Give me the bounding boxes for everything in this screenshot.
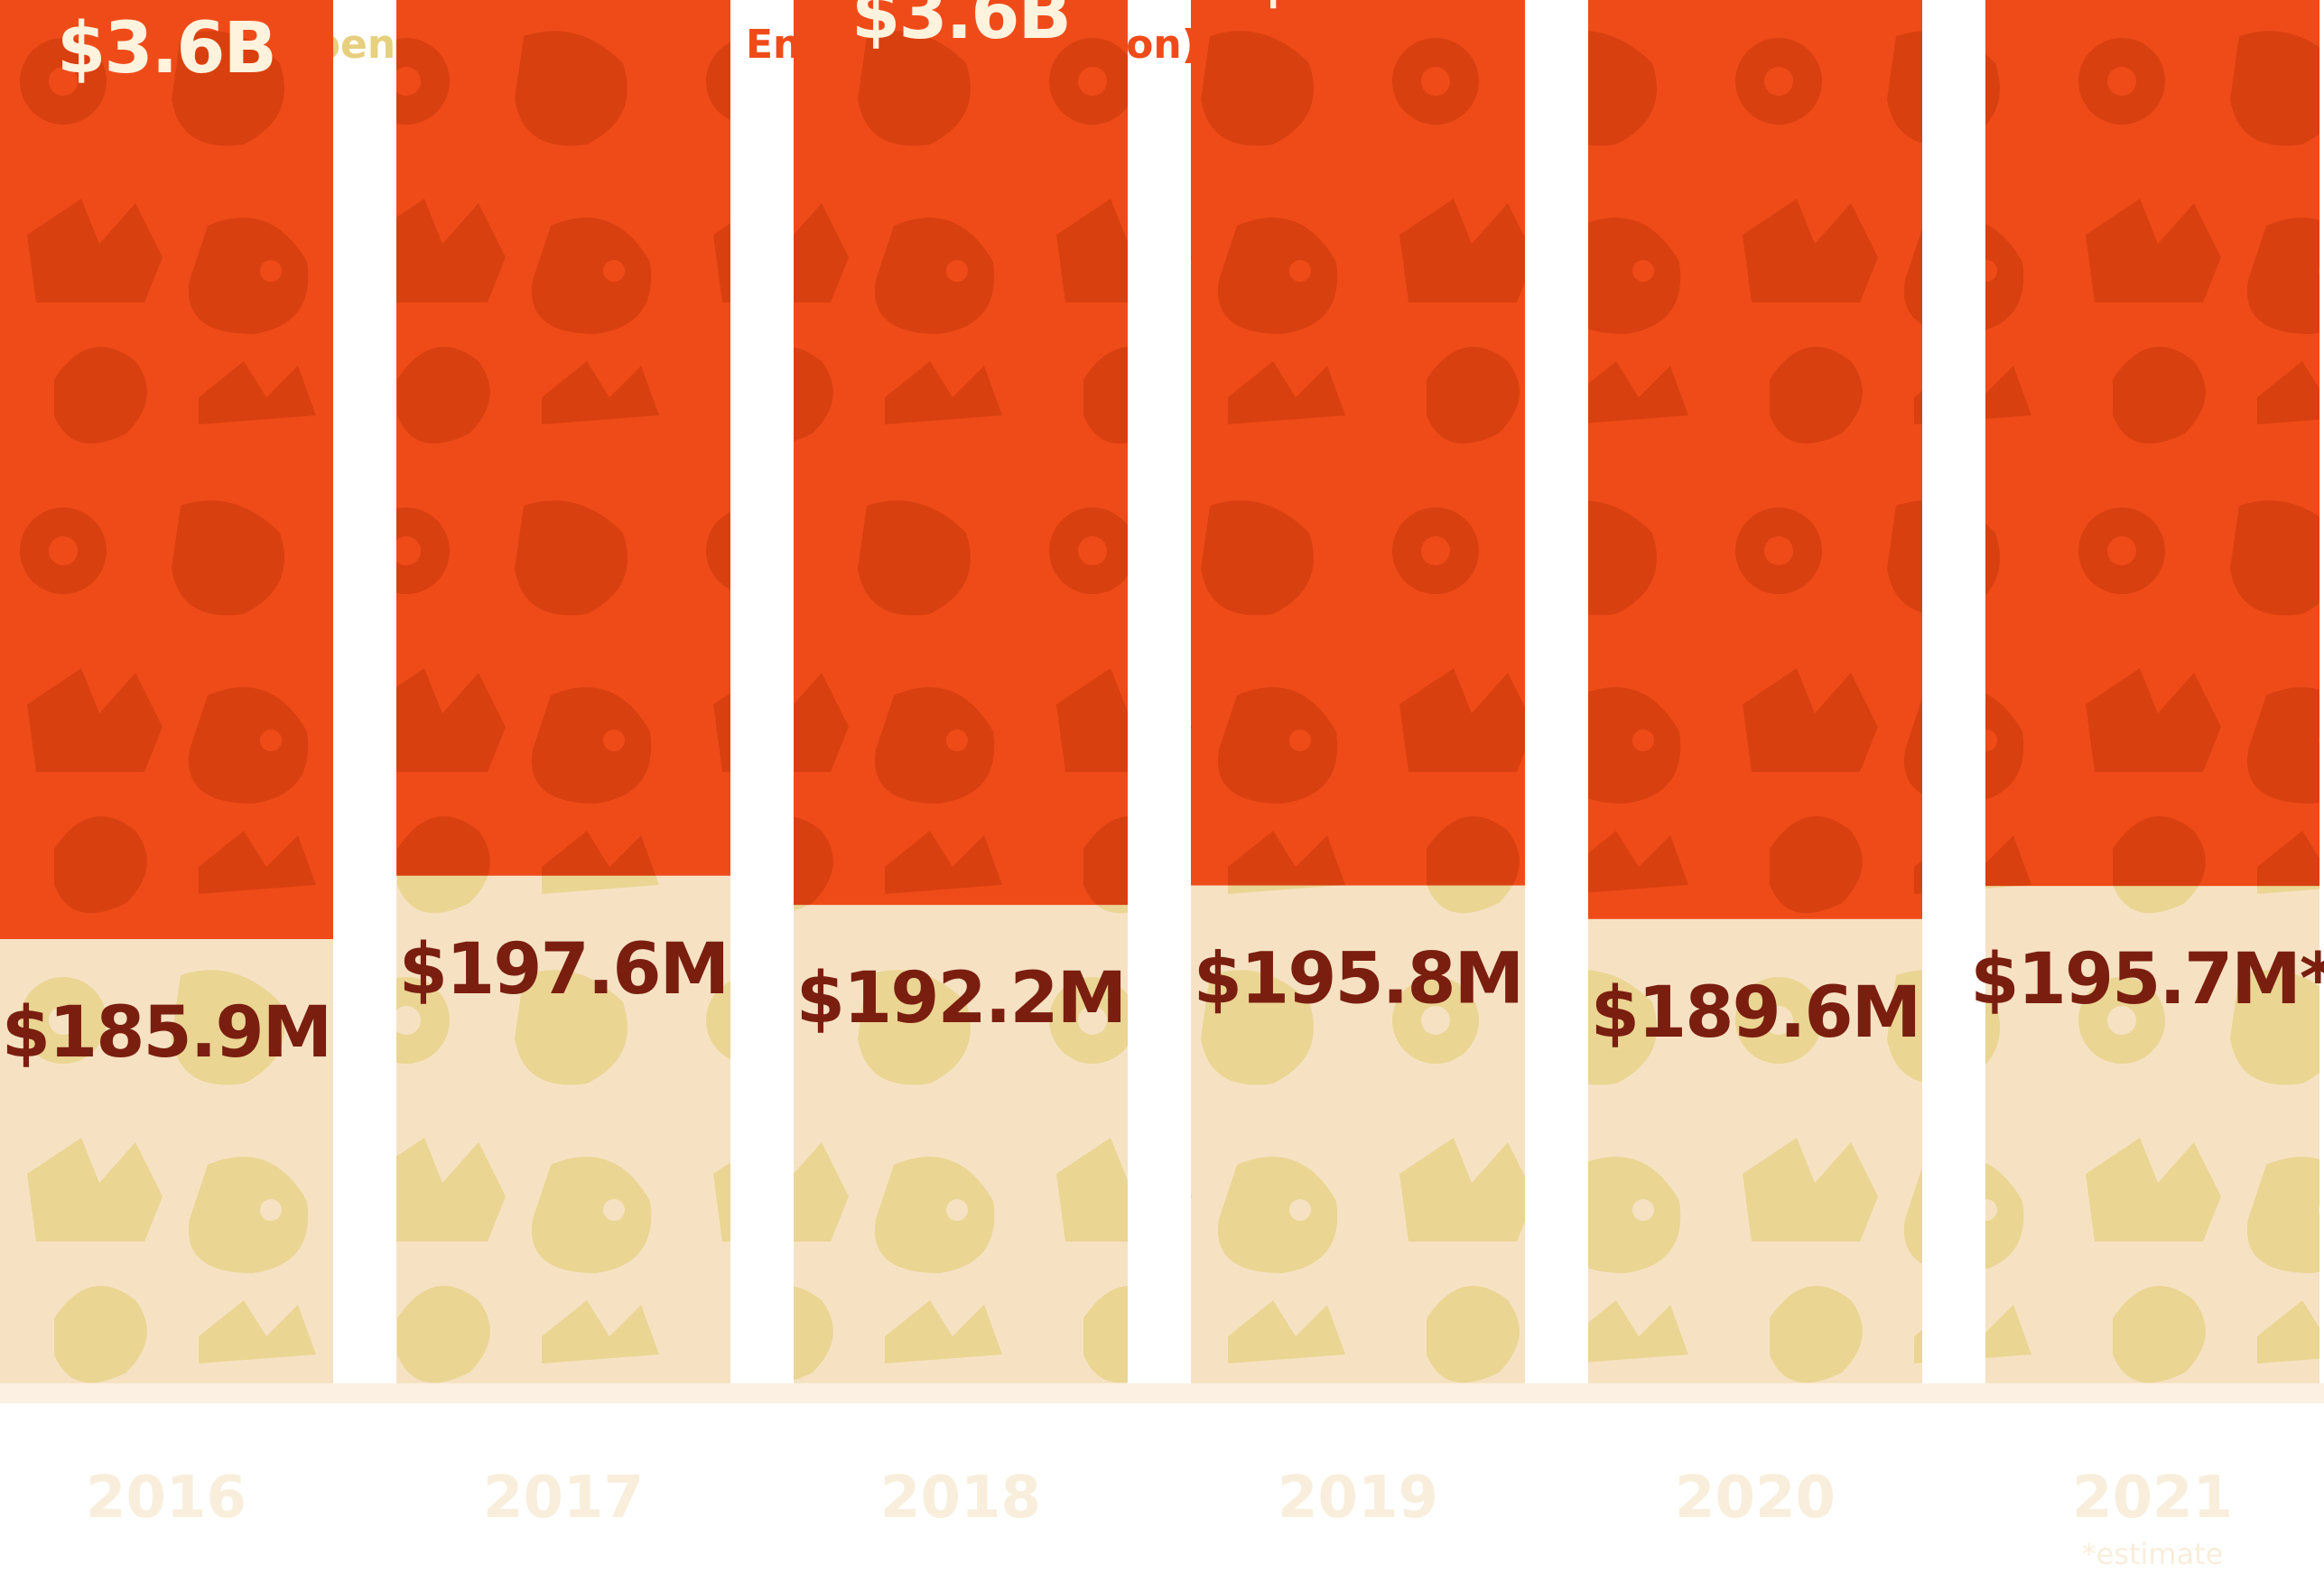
estimate-footnote: *estimate	[2082, 1537, 2224, 1571]
bar-group-2021: $4.5B*$195.7M*	[1970, 0, 2324, 1383]
bar-endowment-2021	[1985, 0, 2319, 887]
data-label-endowment-2018: $3.6B	[851, 0, 1070, 55]
bar-endowment-2020	[1588, 0, 1922, 919]
bar-endowment-2019	[1191, 0, 1525, 886]
x-tick-label-2020: 2020	[1675, 1465, 1836, 1531]
bar-endowment-2016	[0, 0, 333, 939]
x-tick-label-2018: 2018	[880, 1465, 1041, 1531]
bar-qualified-spend-2021	[1985, 886, 2319, 1383]
x-axis: 2016 2017 2018 2019 2020 2021 *estimate	[0, 1383, 2324, 1571]
bar-endowment-2018	[794, 0, 1128, 906]
data-label-endowment-2016: $3.6B	[57, 8, 275, 89]
data-label-qualified-spend-2016: $185.9M	[2, 992, 331, 1074]
data-label-qualified-spend-2020: $189.6M	[1591, 972, 1920, 1054]
bar-endowment-2017	[396, 0, 730, 876]
bar-group-2018: $3.6B $192.2M	[794, 0, 1128, 1383]
bar-qualified-spend-2017	[396, 875, 730, 1383]
x-tick-label-2016: 2016	[86, 1465, 246, 1531]
baseline	[0, 1383, 2324, 1403]
data-label-qualified-spend-2019: $195.8M	[1194, 939, 1523, 1020]
bars: $3.6B $185.9M $3.9B$197.6M $3.6B $192.2M $3.7…	[0, 0, 2324, 1383]
bar-group-2019: $3.7B $195.8M	[1191, 0, 1525, 1383]
bar-qualified-spend-2018	[794, 905, 1128, 1383]
bar-group-2017: $3.9B$197.6M	[396, 0, 730, 1383]
bar-group-2016: $3.6B $185.9M	[0, 0, 333, 1383]
x-tick-label-2019: 2019	[1278, 1465, 1438, 1531]
bar-group-2020: $4.1B$189.6M	[1588, 0, 1922, 1383]
x-tick-label-2017: 2017	[483, 1465, 644, 1531]
bar-qualified-spend-2019	[1191, 885, 1525, 1383]
bar-qualified-spend-2016	[0, 939, 333, 1383]
data-label-qualified-spend-2021: $195.7M*	[1970, 939, 2324, 1020]
data-label-qualified-spend-2018: $192.2M	[796, 958, 1126, 1039]
x-tick-label-2021: 2021	[2072, 1465, 2233, 1531]
data-label-qualified-spend-2017: $197.6M	[399, 929, 729, 1010]
data-label-endowment-2019: $3.7B	[1249, 0, 1467, 14]
bar-qualified-spend-2020	[1588, 918, 1922, 1383]
